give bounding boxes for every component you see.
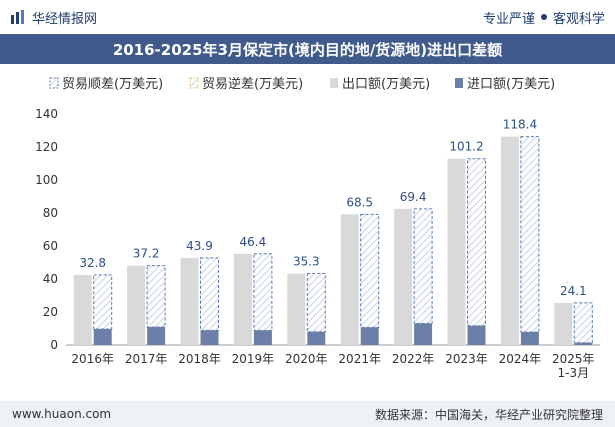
surplus-data-label: 101.2	[449, 140, 483, 154]
surplus-data-label: 32.8	[79, 256, 106, 270]
import-bar	[360, 327, 379, 345]
export-bar	[127, 265, 146, 345]
import-bar	[93, 328, 112, 345]
import-bar	[147, 327, 166, 345]
x-tick-label: 2021年	[338, 352, 381, 366]
export-bar	[287, 273, 306, 345]
legend-label-1: 贸易逆差(万美元)	[202, 76, 303, 92]
import-bar	[520, 331, 539, 345]
export-bar	[180, 257, 199, 345]
tagline-right: 客观科学	[552, 11, 605, 27]
legend-item-3: 进口额(万美元)	[455, 77, 555, 92]
surplus-bar	[413, 208, 433, 324]
surplus-data-label: 69.4	[400, 190, 427, 204]
surplus-data-label: 118.4	[503, 118, 537, 132]
legend-label-0: 贸易顺差(万美元)	[62, 77, 163, 92]
surplus-bar	[146, 265, 166, 328]
brand-name: 华经情报网	[32, 11, 98, 27]
import-bar	[307, 331, 326, 345]
footer-website[interactable]: www.huaon.com	[12, 407, 112, 421]
bar-chart: 贸易顺差(万美元) 贸易逆差(万美元) 出口额(万美元) 进口额(万美元) 0 20 40 6…	[35, 76, 600, 380]
footer-source: 数据来源：中国海关，华经产业研究院整理	[374, 407, 603, 422]
x-tick-label: 2016年	[71, 352, 114, 366]
surplus-bar	[573, 302, 593, 344]
export-bar	[233, 253, 252, 345]
import-bar	[574, 342, 593, 345]
top-bar: 华经情报网 专业严谨 客观科学	[0, 0, 615, 34]
x-tick-label: 2017年	[125, 352, 168, 366]
export-bar	[73, 274, 92, 345]
bullet-dot-icon	[540, 14, 547, 20]
export-bar	[447, 158, 466, 345]
x-tick-label: 2022年	[392, 352, 435, 366]
export-bar	[500, 136, 519, 345]
surplus-bar	[520, 136, 540, 333]
surplus-data-label: 37.2	[133, 247, 160, 261]
x-tick-label: 2024年	[499, 352, 542, 366]
brand-logo-icon	[11, 10, 24, 24]
x-tick-label: 1-3月	[557, 366, 589, 380]
import-bar	[253, 330, 272, 345]
surplus-bar	[253, 253, 273, 331]
surplus-data-label: 35.3	[293, 255, 320, 269]
legend-swatch-deficit	[189, 77, 199, 89]
brand[interactable]: 华经情报网	[10, 8, 97, 27]
y-tick-label: 40	[43, 272, 58, 286]
surplus-bar	[360, 213, 380, 328]
legend-swatch-import	[455, 78, 463, 88]
tagline-left: 专业严谨	[482, 11, 535, 27]
x-tick-label: 2025年	[552, 352, 595, 366]
x-tick-label: 2020年	[285, 352, 328, 366]
legend-item-1: 贸易逆差(万美元)	[189, 76, 303, 92]
export-bar	[554, 302, 573, 345]
import-bar	[414, 323, 433, 345]
chart-title-bar: 2016-2025年3月保定市(境内目的地/货源地)进出口差额	[0, 34, 615, 64]
surplus-data-label: 24.1	[560, 284, 587, 298]
y-tick-label: 120	[35, 140, 58, 154]
import-bar	[200, 330, 219, 345]
export-bar	[394, 208, 413, 345]
import-bar	[467, 325, 486, 345]
surplus-bar	[200, 257, 219, 331]
surplus-data-label: 43.9	[186, 239, 213, 253]
surplus-bar	[467, 158, 486, 327]
legend-swatch-export	[330, 78, 338, 88]
export-bar	[340, 214, 359, 345]
y-tick-label: 60	[43, 239, 58, 253]
surplus-data-label: 68.5	[346, 195, 373, 209]
surplus-data-label: 46.4	[240, 235, 267, 249]
surplus-bar	[93, 274, 113, 330]
x-tick-label: 2019年	[232, 352, 275, 366]
y-tick-label: 80	[43, 206, 58, 220]
x-tick-label: 2023年	[445, 352, 488, 366]
legend-label-2: 出口额(万美元)	[342, 77, 430, 92]
legend-swatch-surplus	[49, 77, 59, 89]
x-tick-label: 2018年	[178, 352, 221, 366]
y-tick-label: 140	[35, 107, 58, 121]
legend-item-0: 贸易顺差(万美元)	[49, 77, 163, 92]
legend-label-3: 进口额(万美元)	[467, 77, 555, 92]
tagline: 专业严谨 客观科学	[483, 8, 605, 27]
chart-title: 2016-2025年3月保定市(境内目的地/货源地)进出口差额	[112, 40, 503, 59]
y-tick-label: 20	[43, 305, 58, 319]
y-tick-label: 100	[35, 173, 58, 187]
legend-item-2: 出口额(万美元)	[330, 77, 430, 92]
surplus-bar	[306, 273, 326, 333]
y-tick-label: 0	[50, 338, 58, 352]
footer: www.huaon.com 数据来源：中国海关，华经产业研究院整理	[0, 401, 615, 427]
